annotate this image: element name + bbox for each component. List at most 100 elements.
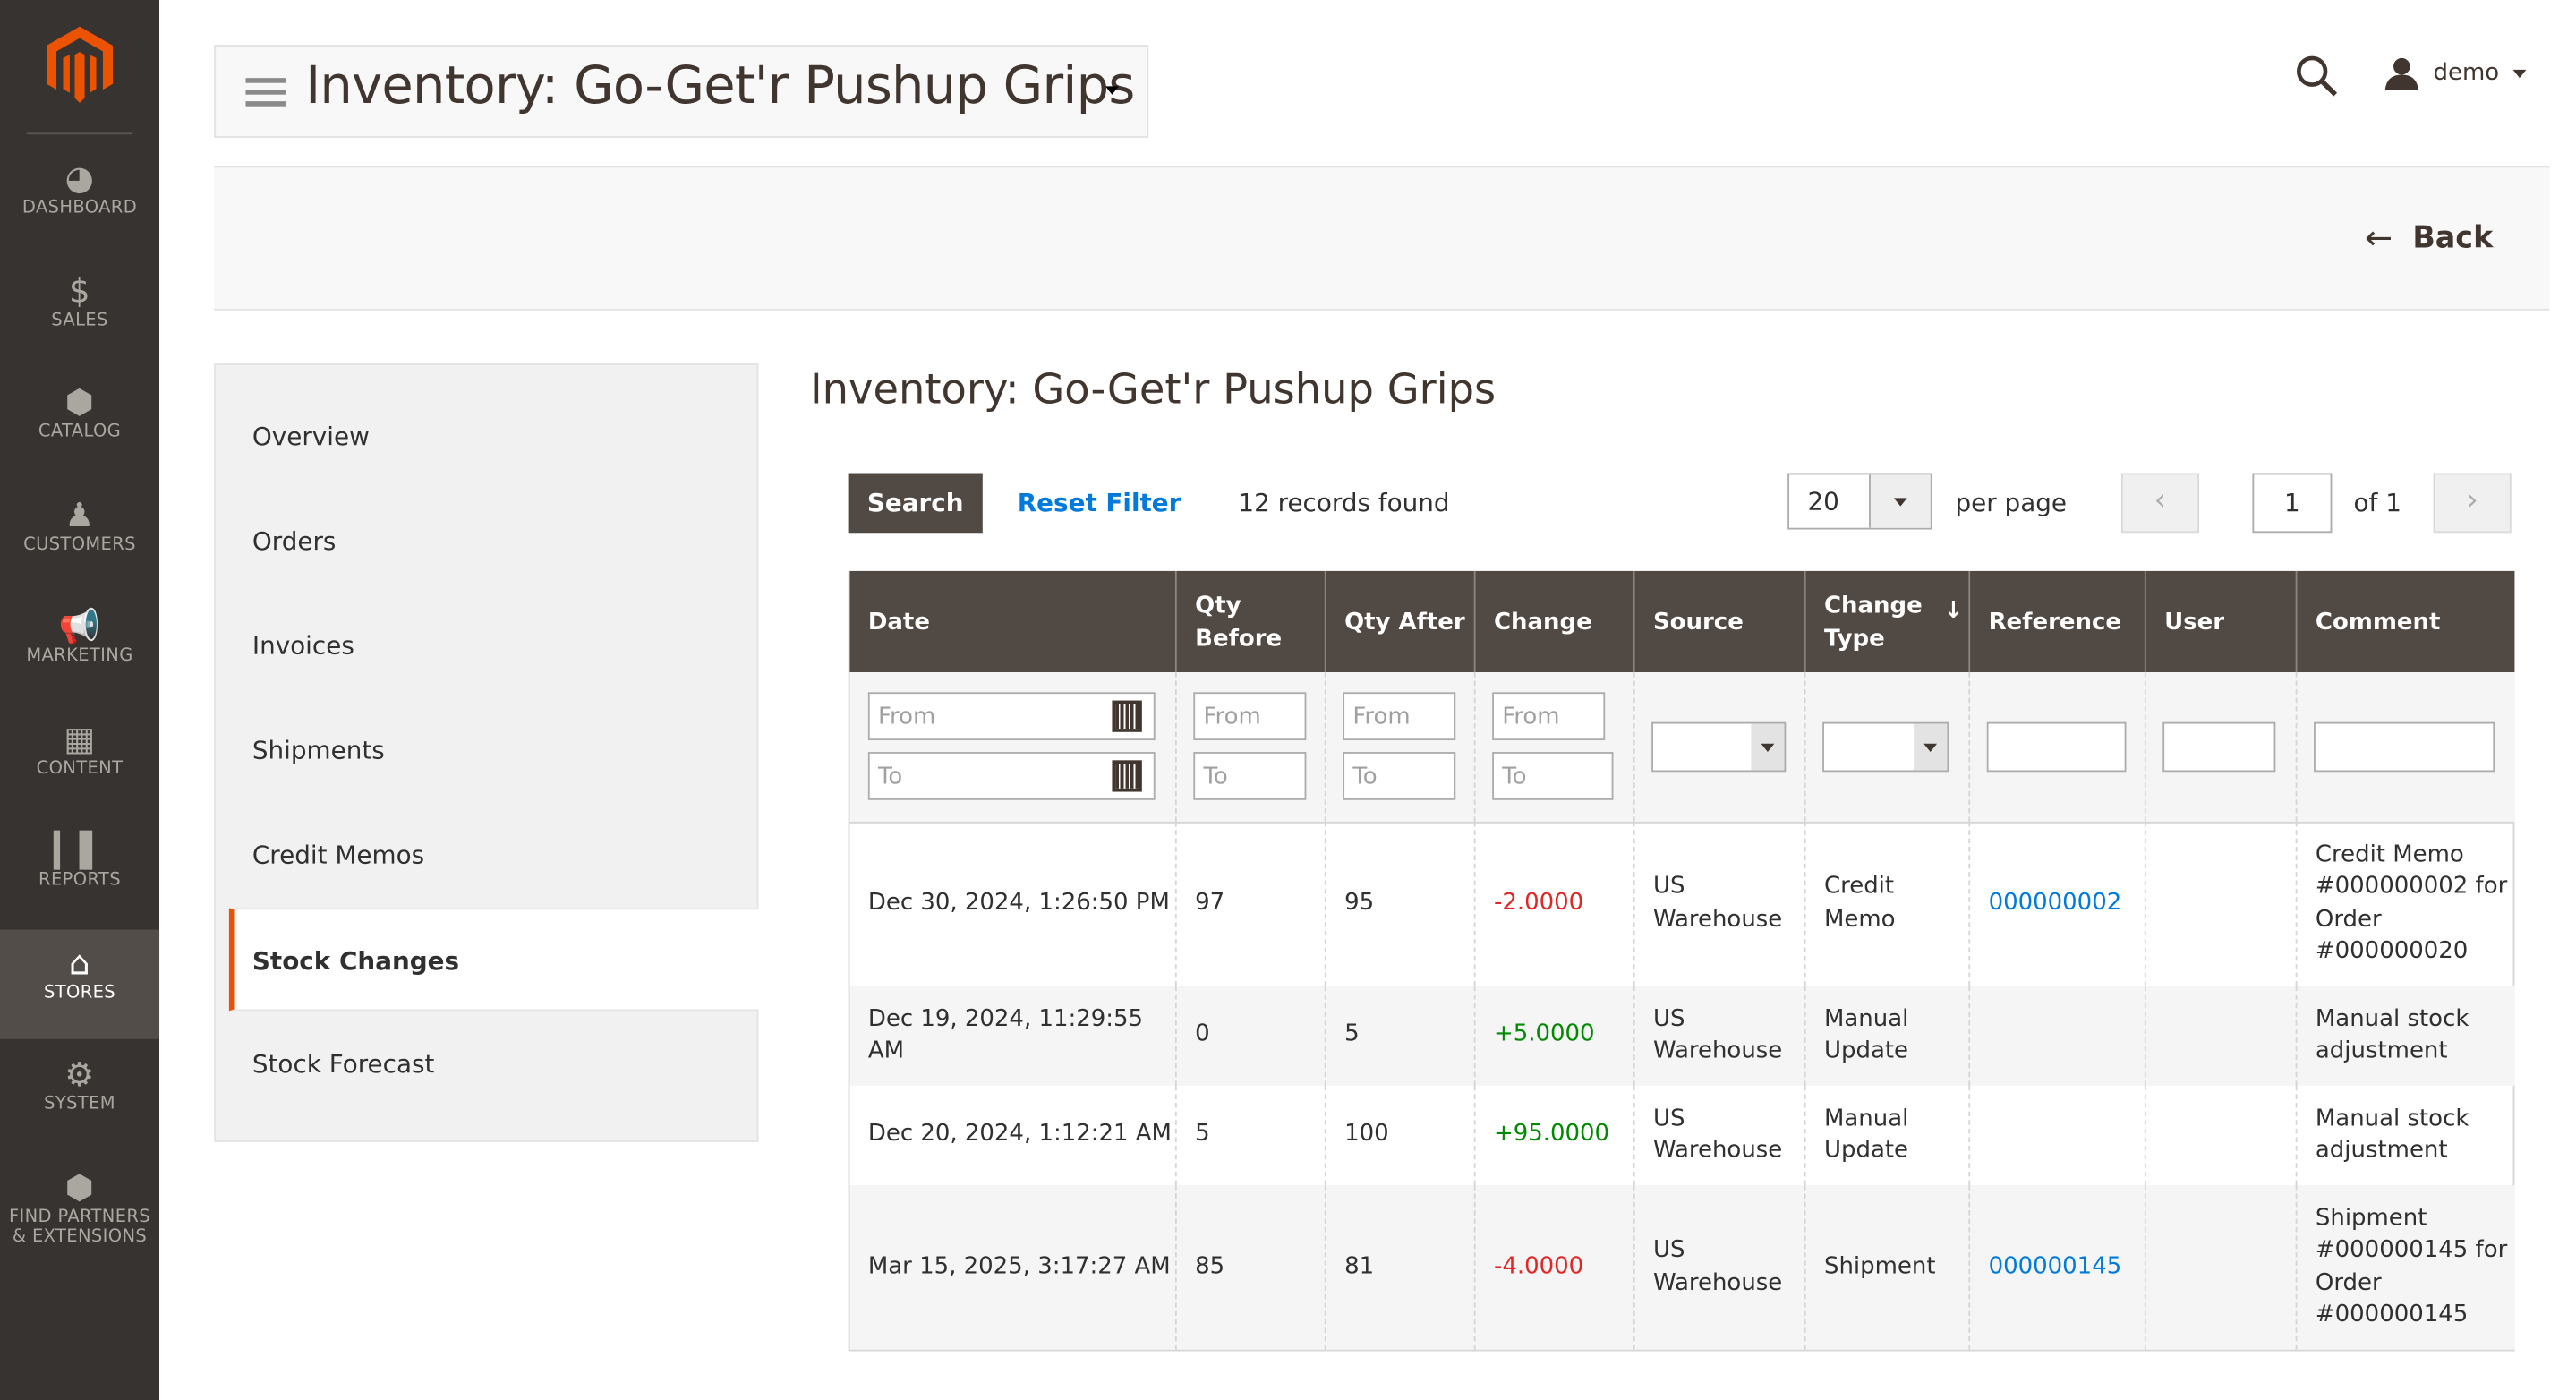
dollar-icon: $: [69, 269, 91, 310]
tab-orders[interactable]: Orders: [252, 525, 337, 557]
reference-filter-input[interactable]: [1986, 721, 2127, 773]
column-header-qty-before[interactable]: Qty Before: [1174, 570, 1325, 673]
column-label: Source: [1652, 608, 1744, 636]
reference-link[interactable]: 000000145: [1988, 1252, 2122, 1280]
box-icon: ⬢: [64, 381, 95, 423]
tab-invoices[interactable]: Invoices: [252, 630, 354, 662]
cell-ref: 000000145: [1968, 1185, 2145, 1350]
tab-overview[interactable]: Overview: [252, 422, 370, 452]
placeholder: From: [1203, 704, 1261, 730]
column-header-user[interactable]: User: [2144, 570, 2296, 673]
nav-item-sales[interactable]: $ SALES: [0, 257, 159, 366]
nav-item-find-partners[interactable]: ⬢ FIND PARTNERS & EXTENSIONS: [0, 1153, 159, 1262]
user-menu[interactable]: demo: [2384, 56, 2526, 90]
change-to-input[interactable]: To: [1492, 752, 1614, 800]
nav-item-dashboard[interactable]: ◕ DASHBOARD: [0, 144, 159, 253]
table-row[interactable]: Dec 19, 2024, 11:29:55 AM 0 5 +5.0000 US War…: [849, 986, 2515, 1086]
caret-down-icon: [1893, 498, 1907, 507]
source-filter-select[interactable]: [1651, 721, 1787, 773]
bar-chart-icon: ▎▌: [54, 830, 106, 870]
user-filter-input[interactable]: [2162, 721, 2276, 773]
nav-label: CONTENT: [36, 757, 124, 778]
search-icon[interactable]: [2296, 55, 2339, 98]
cell-comment: Credit Memo #000000002 for Order #000000…: [2295, 821, 2515, 986]
table-row[interactable]: Mar 15, 2025, 3:17:27 AM 85 81 -4.0000 US Wa…: [849, 1185, 2515, 1350]
change-type-filter-select[interactable]: [1822, 721, 1949, 773]
cell-text: Mar 15, 2025, 3:17:27 AM: [867, 1252, 1171, 1280]
column-header-comment[interactable]: Comment: [2295, 570, 2515, 673]
column-header-date[interactable]: Date: [849, 571, 1174, 672]
nav-item-catalog[interactable]: ⬢ CATALOG: [0, 369, 159, 478]
change-from-input[interactable]: From: [1492, 692, 1606, 741]
caret-down-icon: [2512, 68, 2526, 78]
calendar-icon[interactable]: [1112, 760, 1142, 792]
reset-filter-link[interactable]: Reset Filter: [1017, 488, 1181, 518]
nav-item-stores[interactable]: ⌂ STORES: [0, 928, 160, 1038]
gear-icon: ⚙: [64, 1054, 95, 1095]
arrow-left-icon: ←: [2364, 217, 2393, 258]
cell-ref: [1968, 1085, 2145, 1186]
table-row[interactable]: Dec 30, 2024, 1:26:50 PM 97 95 -2.0000 US Wa…: [849, 821, 2515, 986]
nav-item-marketing[interactable]: 📢 MARKETING: [0, 593, 159, 702]
column-divider: [2295, 672, 2298, 822]
calendar-icon[interactable]: [1112, 700, 1142, 732]
column-divider: [1473, 672, 1476, 822]
nav-label: SALES: [51, 309, 108, 330]
column-header-reference[interactable]: Reference: [1968, 570, 2145, 673]
date-from-input[interactable]: From: [867, 692, 1156, 741]
column-label: Qty Before: [1195, 592, 1283, 652]
column-header-qty-after[interactable]: Qty After: [1324, 570, 1474, 673]
nav-item-reports[interactable]: ▎▌ REPORTS: [0, 816, 159, 926]
table-row[interactable]: Dec 20, 2024, 1:12:21 AM 5 100 +95.0000 US W…: [849, 1085, 2514, 1186]
caret-down-icon: [1923, 743, 1938, 753]
cell-text: Manual stock adjustment: [2315, 1004, 2469, 1064]
tab-shipments[interactable]: Shipments: [252, 735, 385, 765]
back-button[interactable]: ← Back: [2365, 218, 2493, 258]
search-button[interactable]: Search: [848, 473, 983, 534]
qty-before-to-input[interactable]: To: [1193, 752, 1307, 800]
cell-change: +95.0000: [1473, 1085, 1633, 1186]
magento-logo-icon[interactable]: [46, 26, 114, 103]
comment-filter-input[interactable]: [2314, 721, 2495, 773]
cell-type: Credit Memo: [1804, 821, 1969, 986]
column-header-change-type[interactable]: Change Type ↓: [1804, 570, 1969, 673]
tab-stock-changes[interactable]: Stock Changes: [228, 908, 759, 1012]
qty-before-from-input[interactable]: From: [1193, 692, 1307, 741]
qty-after-to-input[interactable]: To: [1343, 752, 1456, 800]
cell-text: 0: [1195, 1020, 1210, 1048]
cell-source: US Warehouse: [1633, 821, 1804, 986]
person-icon: ♟: [64, 493, 95, 534]
cell-text: -2.0000: [1493, 889, 1584, 917]
nav-label: REPORTS: [38, 869, 121, 890]
nav-item-system[interactable]: ⚙ SYSTEM: [0, 1041, 159, 1150]
tab-stock-forecast[interactable]: Stock Forecast: [252, 1048, 435, 1080]
prev-page-button[interactable]: ‹: [2120, 473, 2200, 534]
cell-source: US Warehouse: [1633, 1085, 1804, 1186]
caret-down-icon[interactable]: [1105, 86, 1119, 95]
cell-after: 95: [1324, 821, 1474, 986]
tab-credit-memos[interactable]: Credit Memos: [252, 840, 425, 870]
cell-date: Dec 30, 2024, 1:26:50 PM: [849, 822, 1174, 986]
cell-text: 5: [1344, 1020, 1360, 1048]
date-to-input[interactable]: To: [867, 752, 1156, 800]
menu-icon[interactable]: [245, 78, 286, 113]
per-page-select[interactable]: 20: [1787, 473, 1932, 530]
nav-item-content[interactable]: ▦ CONTENT: [0, 704, 159, 814]
page-title-box[interactable]: Inventory: Go-Get'r Pushup Grips: [214, 45, 1149, 138]
column-header-change[interactable]: Change: [1473, 570, 1633, 673]
cell-after: 81: [1324, 1185, 1474, 1350]
qty-after-from-input[interactable]: From: [1343, 692, 1456, 741]
next-page-button[interactable]: ›: [2433, 473, 2512, 534]
page-number-input[interactable]: 1: [2252, 473, 2333, 534]
column-divider: [1324, 672, 1326, 822]
dropdown-button[interactable]: [1869, 474, 1931, 528]
column-header-source[interactable]: Source: [1633, 570, 1804, 673]
cell-date: Mar 15, 2025, 3:17:27 AM: [849, 1185, 1174, 1350]
cell-text: US Warehouse: [1652, 1105, 1783, 1164]
cell-text: +5.0000: [1493, 1020, 1595, 1048]
reference-link[interactable]: 000000002: [1988, 889, 2122, 917]
side-tabs: Overview Orders Invoices Shipments Credit Me…: [214, 363, 759, 1142]
nav-item-customers[interactable]: ♟ CUSTOMERS: [0, 481, 159, 590]
nav-label: SYSTEM: [44, 1094, 115, 1114]
cell-type: Shipment: [1804, 1185, 1969, 1350]
